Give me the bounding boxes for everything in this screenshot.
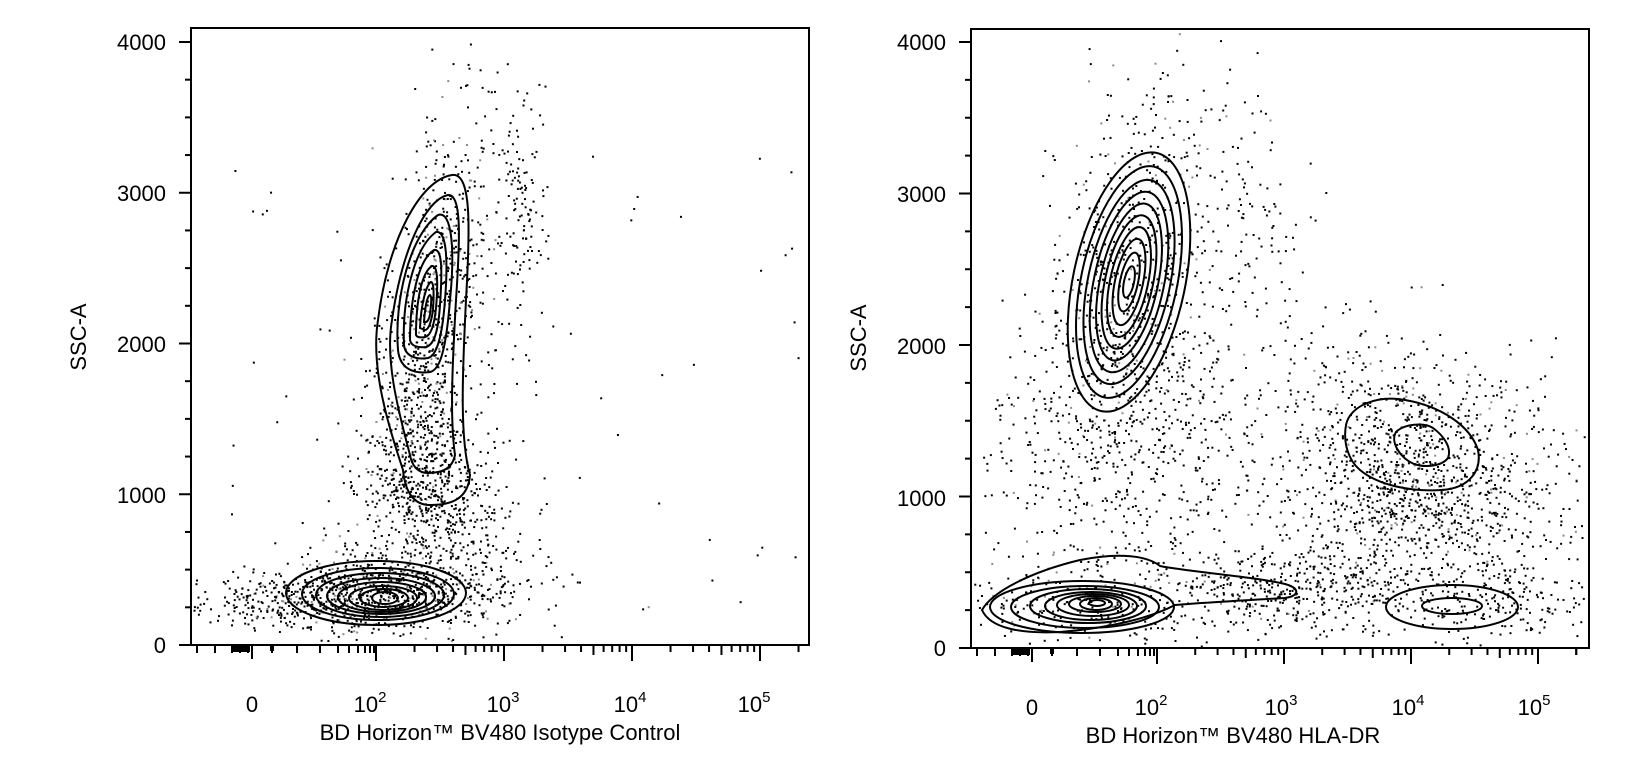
y-tick-label: 1000 (897, 486, 946, 511)
y-axis-ticks (179, 41, 191, 646)
y-axis-title: SSC-A (66, 303, 91, 371)
contour-lines (980, 151, 1519, 634)
event-dots (974, 33, 1586, 648)
x-axis-ticks (196, 645, 800, 661)
y-tick-label: 3000 (897, 182, 946, 207)
y-axis-ticks (959, 41, 971, 649)
x-tick-label: 0 (246, 692, 258, 717)
plot-panel-hla-dr: SSC-A 4000 3000 2000 1000 0 0 102 103 10… (830, 0, 1651, 767)
isotype-plot-svg: SSC-A 4000 3000 2000 1000 0 0 102 103 10… (66, 27, 810, 745)
x-tick-label: 0 (1026, 695, 1038, 720)
event-dots (193, 43, 800, 643)
x-tick-label: 103 (1265, 692, 1298, 720)
y-tick-label: 0 (934, 636, 946, 661)
plot-panel-isotype: SSC-A 4000 3000 2000 1000 0 0 102 103 10… (66, 27, 810, 745)
y-tick-label: 4000 (117, 30, 166, 55)
y-tick-label: 2000 (117, 332, 166, 357)
x-tick-label: 105 (738, 689, 771, 717)
x-tick-label: 102 (354, 689, 387, 717)
x-axis-title: BD Horizon™ BV480 Isotype Control (320, 720, 681, 745)
x-tick-labels: 0 102 103 104 105 (246, 689, 771, 717)
y-tick-label: 1000 (117, 483, 166, 508)
x-tick-label: 105 (1518, 692, 1551, 720)
contour-lines (285, 173, 472, 626)
x-tick-label: 104 (614, 689, 647, 717)
x-tick-labels: 0 102 103 104 105 (1026, 692, 1551, 720)
x-tick-label: 102 (1135, 692, 1168, 720)
x-axis-title: BD Horizon™ BV480 HLA-DR (1086, 723, 1381, 748)
y-tick-label: 3000 (117, 181, 166, 206)
plot-frame (190, 27, 810, 646)
y-axis-title: SSC-A (846, 304, 871, 372)
y-tick-label: 0 (154, 633, 166, 658)
x-tick-label: 104 (1392, 692, 1425, 720)
y-tick-label: 2000 (897, 334, 946, 359)
plot-frame (970, 28, 1590, 649)
y-tick-label: 4000 (897, 30, 946, 55)
hla-dr-plot-svg: SSC-A 4000 3000 2000 1000 0 0 102 103 10… (846, 28, 1590, 748)
x-tick-label: 103 (487, 689, 520, 717)
x-axis-ticks (976, 648, 1578, 664)
